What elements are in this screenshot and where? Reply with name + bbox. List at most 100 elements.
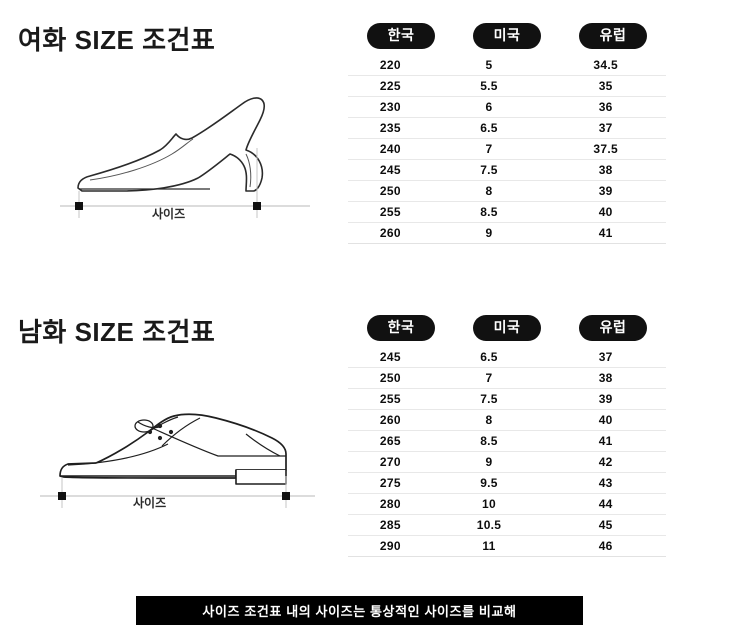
column-header-korea-label: 한국	[366, 314, 436, 342]
cell-europe: 40	[598, 205, 613, 219]
cell-europe: 35	[598, 79, 613, 93]
cell-usa: 7.5	[480, 163, 498, 177]
column-header-europe: 유럽	[560, 314, 666, 342]
cell-korea: 250	[379, 371, 401, 385]
table-row: 225 5.5 35	[348, 75, 666, 96]
cell-europe: 38	[598, 371, 613, 385]
column-header-korea: 한국	[348, 22, 454, 50]
cell-europe: 39	[598, 184, 613, 198]
cell-korea: 220	[379, 57, 401, 72]
cell-europe: 41	[598, 226, 613, 240]
cell-usa: 9	[485, 226, 493, 240]
table-row: 250 7 38	[348, 367, 666, 388]
cell-korea: 255	[379, 205, 401, 219]
column-header-usa-label: 미국	[472, 314, 542, 342]
table-row: 255 7.5 39	[348, 388, 666, 409]
cell-europe: 45	[598, 518, 613, 532]
table-row: 275 9.5 43	[348, 472, 666, 493]
cell-europe: 41	[598, 434, 613, 448]
cell-usa: 5	[485, 57, 493, 72]
cell-korea: 275	[379, 476, 401, 490]
table-row: 220 5 34.5	[348, 54, 666, 75]
cell-usa: 8.5	[480, 434, 498, 448]
cell-korea: 225	[379, 79, 401, 93]
cell-usa: 6.5	[480, 121, 498, 135]
table-row: 245 7.5 38	[348, 159, 666, 180]
cell-korea: 280	[379, 497, 401, 511]
high-heel-shoe-icon	[60, 92, 310, 227]
cell-usa: 7.5	[480, 392, 498, 406]
page-title-men: 남화 SIZE 조건표	[18, 317, 216, 347]
cell-usa: 11	[482, 539, 496, 553]
table-row: 285 10.5 45	[348, 514, 666, 535]
cell-usa: 6	[485, 100, 493, 114]
cell-usa: 7	[485, 371, 493, 385]
column-header-korea-label: 한국	[366, 22, 436, 50]
size-table-men: 한국 미국 유럽 245 6.5 37 250 7 38 255 7.5	[348, 310, 666, 557]
cell-europe: 39	[598, 392, 613, 406]
column-header-usa-label: 미국	[472, 22, 542, 50]
cell-europe: 37.5	[593, 142, 618, 156]
cell-usa: 7	[485, 142, 493, 156]
cell-usa: 10	[482, 497, 496, 511]
cell-korea: 255	[379, 392, 401, 406]
table-header-row-men: 한국 미국 유럽	[348, 310, 666, 346]
table-row: 240 7 37.5	[348, 138, 666, 159]
cell-usa: 5.5	[480, 79, 498, 93]
cell-europe: 37	[598, 121, 613, 135]
cell-europe: 44	[598, 497, 613, 511]
cell-europe: 40	[598, 413, 613, 427]
table-row: 260 9 41	[348, 222, 666, 243]
size-table-women: 한국 미국 유럽 220 5 34.5 225 5.5 35 230 6	[348, 18, 666, 244]
footer-note-banner: 사이즈 조건표 내의 사이즈는 통상적인 사이즈를 비교해	[136, 596, 583, 625]
cell-europe: 38	[598, 163, 613, 177]
table-row: 260 8 40	[348, 409, 666, 430]
cell-korea: 245	[379, 349, 401, 364]
cell-europe: 43	[598, 476, 613, 490]
cell-korea: 290	[379, 539, 401, 553]
dress-shoe-icon	[40, 390, 315, 515]
cell-korea: 260	[379, 413, 401, 427]
cell-usa: 9	[485, 455, 493, 469]
cell-europe: 37	[598, 349, 613, 364]
column-header-usa: 미국	[454, 22, 560, 50]
table-row: 255 8.5 40	[348, 201, 666, 222]
cell-korea: 260	[379, 226, 401, 240]
cell-europe: 46	[598, 539, 613, 553]
cell-korea: 250	[379, 184, 401, 198]
table-row: 270 9 42	[348, 451, 666, 472]
table-row: 250 8 39	[348, 180, 666, 201]
cell-usa: 9.5	[480, 476, 498, 490]
cell-korea: 285	[379, 518, 401, 532]
table-body-women: 220 5 34.5 225 5.5 35 230 6 36 235 6.5 3…	[348, 54, 666, 244]
cell-korea: 270	[379, 455, 401, 469]
table-row: 245 6.5 37	[348, 346, 666, 367]
table-row: 235 6.5 37	[348, 117, 666, 138]
table-row: 290 11 46	[348, 535, 666, 556]
cell-usa: 8	[485, 184, 493, 198]
column-header-europe-label: 유럽	[578, 314, 648, 342]
measure-label-men: 사이즈	[133, 496, 167, 510]
cell-europe: 42	[598, 455, 613, 469]
table-body-men: 245 6.5 37 250 7 38 255 7.5 39 260 8 40 …	[348, 346, 666, 557]
table-row: 230 6 36	[348, 96, 666, 117]
table-header-row-women: 한국 미국 유럽	[348, 18, 666, 54]
column-header-europe-label: 유럽	[578, 22, 648, 50]
column-header-usa: 미국	[454, 314, 560, 342]
cell-usa: 10.5	[476, 518, 502, 532]
cell-usa: 6.5	[480, 349, 498, 364]
cell-korea: 240	[379, 142, 401, 156]
cell-korea: 265	[379, 434, 401, 448]
cell-europe: 36	[598, 100, 613, 114]
column-header-europe: 유럽	[560, 22, 666, 50]
cell-korea: 245	[379, 163, 401, 177]
table-row: 280 10 44	[348, 493, 666, 514]
cell-korea: 230	[379, 100, 401, 114]
table-row: 265 8.5 41	[348, 430, 666, 451]
footer-note-text: 사이즈 조건표 내의 사이즈는 통상적인 사이즈를 비교해	[202, 604, 517, 619]
column-header-korea: 한국	[348, 314, 454, 342]
cell-usa: 8	[485, 413, 493, 427]
cell-usa: 8.5	[480, 205, 498, 219]
cell-korea: 235	[379, 121, 401, 135]
